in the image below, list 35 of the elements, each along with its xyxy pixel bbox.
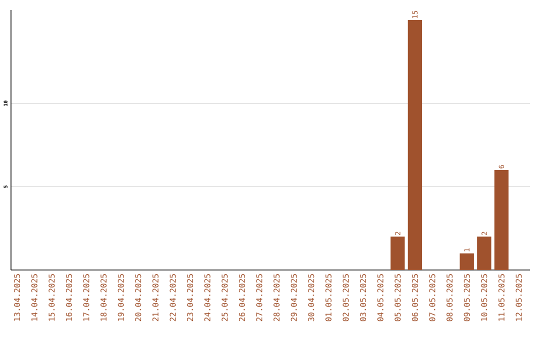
x-tick-label: 03.05.2025 xyxy=(360,274,366,322)
x-tick-label: 21.04.2025 xyxy=(152,274,158,322)
x-tick-label: 28.04.2025 xyxy=(274,274,280,322)
x-tick-label: 04.05.2025 xyxy=(377,274,384,322)
x-tick-label: 16.04.2025 xyxy=(66,274,72,321)
bar xyxy=(408,20,422,270)
x-tick-label: 02.05.2025 xyxy=(342,274,349,322)
x-tick-label: 18.04.2025 xyxy=(100,274,107,321)
x-tick-label: 29.04.2025 xyxy=(290,274,297,322)
x-tick-label: 20.04.2025 xyxy=(135,274,142,322)
x-tick-label: 15.04.2025 xyxy=(48,274,55,321)
x-tick-label: 08.05.2025 xyxy=(446,274,453,322)
x-tick-label: 10.05.2025 xyxy=(481,274,488,321)
x-tick-label: 26.04.2025 xyxy=(238,274,245,322)
x-tick-label: 30.04.2025 xyxy=(308,274,314,322)
x-tick-label: 07.05.2025 xyxy=(429,274,436,322)
x-tick-label: 25.04.2025 xyxy=(222,274,228,322)
bar xyxy=(460,253,474,270)
bar xyxy=(390,236,405,270)
x-tick-label: 05.05.2025 xyxy=(394,274,401,322)
x-tick-label: 23.04.2025 xyxy=(187,274,194,322)
x-tick-label: 22.04.2025 xyxy=(170,274,176,322)
x-tick-label: 17.04.2025 xyxy=(83,274,90,321)
x-tick-label: 01.05.2025 xyxy=(325,274,332,322)
bar xyxy=(477,236,492,270)
x-tick-label: 09.05.2025 xyxy=(464,274,470,322)
x-tick-label: 13.04.2025 xyxy=(14,274,20,321)
x-tick-label: 19.04.2025 xyxy=(118,274,124,321)
bar xyxy=(494,170,509,270)
x-tick-label: 12.05.2025 xyxy=(516,274,522,321)
x-tick-label: 06.05.2025 xyxy=(412,274,418,322)
x-tick-label: 27.04.2025 xyxy=(256,274,262,322)
x-tick-label: 24.04.2025 xyxy=(204,274,210,322)
x-tick-label: 11.05.2025 xyxy=(498,274,504,321)
x-tick-label: 14.04.2025 xyxy=(31,274,38,321)
